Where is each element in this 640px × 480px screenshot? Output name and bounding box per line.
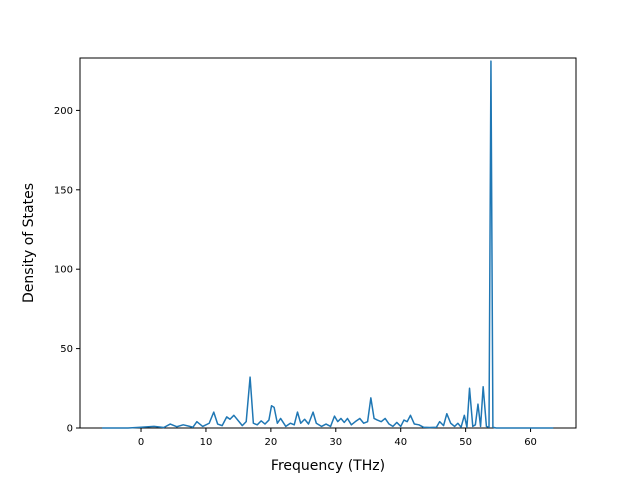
y-tick-label: 50 [60,344,73,355]
plot-frame [79,57,577,429]
y-tick-label: 0 [67,424,73,435]
x-tick-label: 50 [459,437,472,448]
x-tick-label: 10 [200,437,213,448]
x-tick-label: 60 [524,437,537,448]
x-tick-label: 40 [394,437,407,448]
dos-series-line [102,60,554,429]
x-axis-ticks: 0 10 20 30 40 50 60 [138,428,537,448]
y-axis-ticks: 0 50 100 150 200 [54,106,80,435]
x-tick-label: 30 [329,437,342,448]
x-tick-label: 0 [138,437,144,448]
y-tick-label: 200 [54,106,73,117]
y-tick-label: 100 [54,265,73,276]
x-axis-label: Frequency (THz) [271,458,385,474]
x-tick-label: 20 [265,437,278,448]
y-tick-label: 150 [54,185,73,196]
y-axis-label: Density of States [21,183,37,303]
